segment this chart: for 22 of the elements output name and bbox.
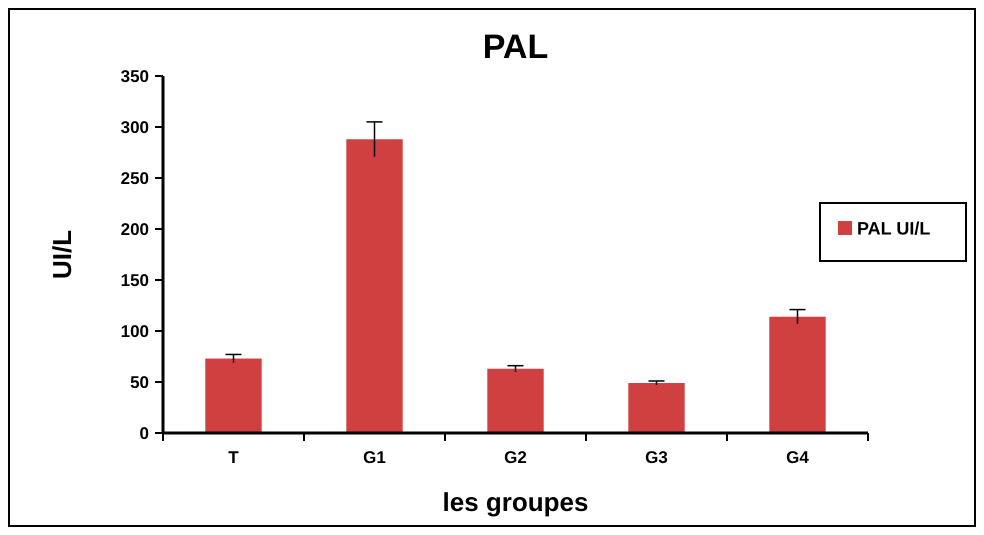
chart-title: PAL (482, 28, 548, 66)
y-axis-title: UI/L (47, 230, 77, 280)
x-tick-label: G2 (504, 448, 527, 467)
y-tick-label: 300 (120, 118, 149, 137)
bar (487, 368, 544, 433)
x-tick-label: G3 (645, 448, 668, 467)
bar (205, 358, 262, 433)
x-tick-label: G1 (363, 448, 386, 467)
y-tick-label: 0 (140, 424, 149, 443)
y-tick-label: 200 (120, 220, 149, 239)
bar (628, 383, 685, 433)
x-axis-title: les groupes (442, 487, 588, 517)
y-tick-label: 350 (120, 66, 149, 86)
bar (346, 139, 403, 433)
bar (769, 316, 826, 433)
legend-label: PAL UI/L (857, 218, 930, 238)
y-tick-label: 100 (120, 322, 149, 341)
y-tick-label: 150 (120, 270, 149, 290)
x-tick-label: T (228, 448, 240, 467)
y-tick-label: 50 (130, 372, 149, 392)
x-tick-label: G4 (786, 448, 810, 467)
y-tick-label: 250 (120, 168, 149, 188)
